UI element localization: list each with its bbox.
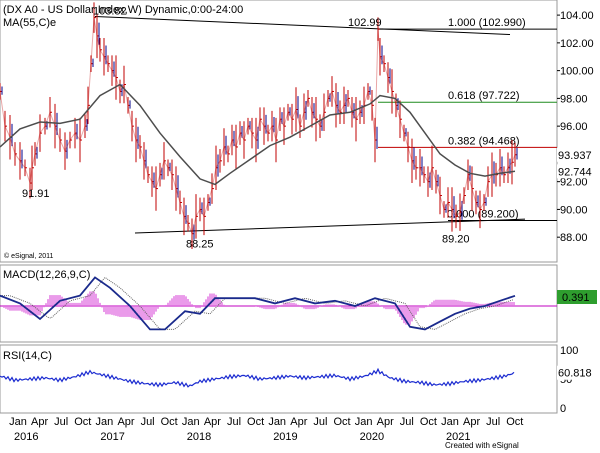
axis-layer: 104.00102.00100.0098.0096.0094.0092.0090…	[9, 10, 599, 443]
upper-trendline	[94, 15, 511, 36]
annotation-103.82: 103.82	[93, 6, 127, 18]
price-tick-label: 104.00	[560, 10, 594, 22]
month-label: Oct	[161, 416, 178, 428]
ma-label: MA(55,C)e	[3, 17, 56, 29]
price-line	[0, 17, 516, 236]
price-panel	[0, 0, 558, 263]
ma-line	[0, 83, 516, 186]
month-label: Apr	[204, 416, 221, 428]
last-price-box	[557, 147, 599, 162]
price-tick-label: 92.00	[560, 177, 588, 189]
price-layer: 1.000 (102.990) 0.618 (97.722) 0.382 (94.4…	[0, 2, 557, 251]
chart-title: (DX A0 - US Dollar Index,W) Dynamic,0:00…	[3, 4, 243, 16]
month-label: Jul	[54, 416, 68, 428]
month-label: Oct	[506, 416, 523, 428]
price-tick-label: 96.00	[560, 121, 588, 133]
month-label: Jul	[400, 416, 414, 428]
price-tick-label: 98.00	[560, 93, 588, 105]
month-label: Apr	[117, 416, 134, 428]
fib-label-1: 0.618 (97.722)	[448, 90, 520, 102]
year-label: 2017	[100, 431, 124, 443]
month-label: Jul	[141, 416, 155, 428]
macd-value-box	[557, 290, 597, 304]
price-tick-label: 90.00	[560, 204, 588, 216]
fib-label-3: 0.000 (89.200)	[447, 209, 519, 221]
month-label: Oct	[333, 416, 350, 428]
fib-label-2: 0.382 (94.468)	[448, 135, 520, 147]
macd-label: MACD(12,26,9,C)	[3, 269, 90, 281]
month-label: Jul	[227, 416, 241, 428]
credit-label: © eSignal, 2011	[4, 252, 54, 260]
macd-line	[0, 276, 516, 331]
ma-value-label: 92.744	[558, 166, 592, 178]
price-tick-label: 100.00	[560, 66, 594, 78]
year-label: 2020	[360, 431, 384, 443]
month-label: Apr	[463, 416, 480, 428]
month-label: Jan	[182, 416, 200, 428]
year-label: 2016	[14, 431, 38, 443]
rsi-panel	[0, 344, 558, 414]
footer-credit: Created with eSignal	[445, 441, 519, 450]
macd-layer	[0, 276, 557, 331]
rsi-value-box	[557, 365, 599, 380]
month-label: Oct	[247, 416, 264, 428]
rsi-tick-label: 0	[560, 403, 566, 415]
month-label: Apr	[290, 416, 307, 428]
month-label: Apr	[31, 416, 48, 428]
annotation-88.25: 88.25	[186, 239, 214, 251]
price-tick-label: 88.00	[560, 232, 588, 244]
month-label: Jan	[355, 416, 373, 428]
ma-value-box	[557, 164, 599, 179]
month-label: Jan	[268, 416, 286, 428]
rsi-value-label: 60.818	[558, 368, 592, 380]
macd-signal-line	[0, 276, 514, 330]
annotation-89.20: 89.20	[442, 234, 470, 246]
rsi-layer	[0, 367, 515, 388]
month-label: Apr	[377, 416, 394, 428]
rsi-line	[0, 367, 515, 388]
month-label: Jan	[9, 416, 27, 428]
month-label: Jan	[96, 416, 114, 428]
month-label: Jan	[441, 416, 459, 428]
rsi-label: RSI(14,C)	[3, 350, 52, 362]
month-label: Oct	[420, 416, 437, 428]
month-label: Jul	[313, 416, 327, 428]
price-tick-label: 102.00	[560, 38, 594, 50]
month-label: Jul	[486, 416, 500, 428]
last-price-label: 93.937	[558, 150, 592, 162]
annotation-91.91: 91.91	[22, 188, 50, 200]
annotation-102.99: 102.99	[348, 17, 382, 29]
rsi-tick-label: 100	[560, 345, 578, 357]
year-label: 2019	[273, 431, 297, 443]
macd-value-label: 0.391	[562, 292, 590, 304]
year-label: 2021	[446, 431, 470, 443]
year-label: 2018	[187, 431, 211, 443]
month-label: Oct	[74, 416, 91, 428]
fib-label-0: 1.000 (102.990)	[448, 17, 526, 29]
